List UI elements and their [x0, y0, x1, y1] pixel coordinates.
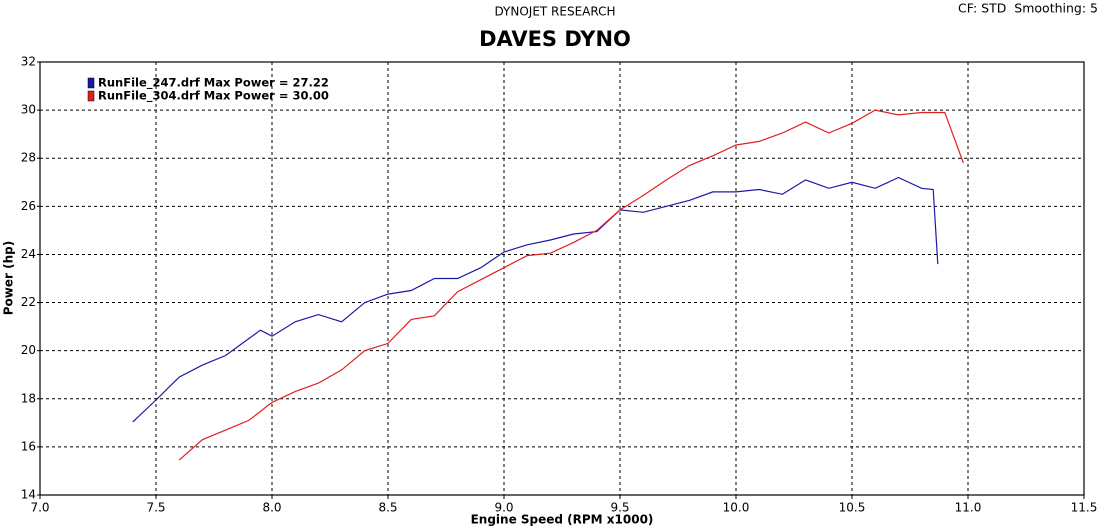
x-tick-label: 11.0 — [955, 501, 982, 515]
y-tick-label: 16 — [21, 439, 36, 453]
settings-note: CF: STD Smoothing: 5 — [958, 1, 1098, 16]
y-tick-label: 18 — [21, 391, 36, 405]
header: DYNOJET RESEARCH — [494, 5, 615, 19]
x-tick-label: 8.0 — [262, 501, 281, 515]
y-axis-label: Power (hp) — [2, 241, 16, 315]
series-line — [178, 109, 964, 461]
y-tick-label: 20 — [21, 343, 36, 357]
plot-area — [39, 61, 1085, 496]
x-tick-label: 10.5 — [839, 501, 866, 515]
x-tick-label: 9.0 — [494, 501, 513, 515]
x-tick-label: 7.5 — [146, 501, 165, 515]
y-tick-label: 28 — [21, 151, 36, 165]
x-tick-label: 7.0 — [30, 501, 49, 515]
x-tick-label: 10.0 — [723, 501, 750, 515]
legend-swatch — [87, 90, 95, 102]
x-tick-label: 9.5 — [610, 501, 629, 515]
y-tick-label: 22 — [21, 295, 36, 309]
x-axis-label: Engine Speed (RPM x1000) — [471, 513, 654, 527]
x-tick-label: 8.5 — [378, 501, 397, 515]
legend-swatch — [87, 77, 95, 89]
x-tick-label: 11.5 — [1071, 501, 1098, 515]
chart-title: DAVES DYNO — [479, 27, 631, 51]
series-line — [132, 176, 939, 423]
y-tick-label: 32 — [21, 55, 36, 69]
y-tick-label: 24 — [21, 247, 36, 261]
y-tick-label: 30 — [21, 103, 36, 117]
legend-label: RunFile_247.drf Max Power = 27.22 — [98, 76, 329, 91]
y-tick-label: 26 — [21, 199, 36, 213]
legend-label: RunFile_304.drf Max Power = 30.00 — [98, 89, 329, 104]
y-tick-label: 14 — [21, 488, 36, 502]
